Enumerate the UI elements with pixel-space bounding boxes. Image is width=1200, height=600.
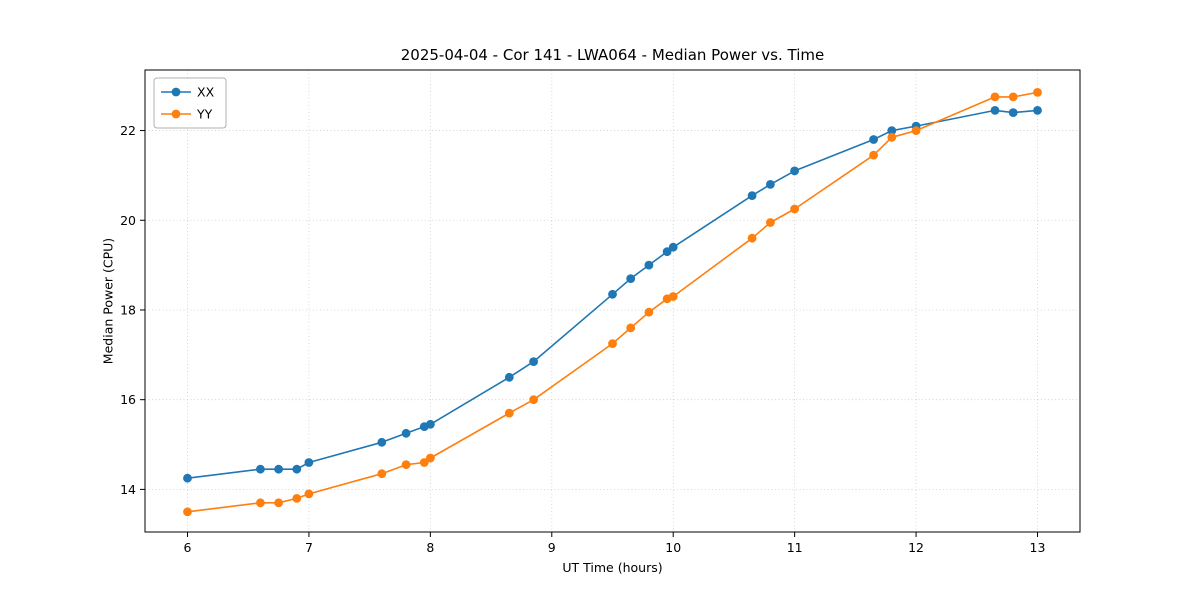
y-tick-label: 18 [120, 302, 136, 317]
axis-ticks: 6 7 8 9 10 11 12 13 14 16 18 20 22 [120, 123, 1045, 555]
series-yy [183, 88, 1042, 517]
legend-marker [171, 87, 181, 97]
legend-label: XX [197, 85, 215, 100]
legend-label: YY [196, 107, 213, 122]
x-tick-label: 9 [548, 540, 556, 555]
legend-item-yy: YY [161, 107, 213, 122]
x-tick-label: 8 [426, 540, 434, 555]
legend: XX YY [153, 77, 227, 129]
y-tick-label: 14 [120, 482, 136, 497]
legend-marker [171, 109, 181, 119]
x-tick-label: 7 [305, 540, 313, 555]
chart-title: 2025-04-04 - Cor 141 - LWA064 - Median P… [400, 46, 825, 64]
y-tick-label: 22 [120, 123, 136, 138]
x-tick-label: 13 [1030, 540, 1046, 555]
grid-lines [145, 70, 1080, 532]
series-xx-markers [183, 106, 1042, 483]
plot-box [144, 69, 1081, 533]
x-tick-label: 6 [184, 540, 192, 555]
x-tick-label: 11 [787, 540, 803, 555]
legend-box [153, 77, 227, 129]
x-tick-label: 12 [908, 540, 924, 555]
y-tick-label: 16 [120, 392, 136, 407]
series-yy-line [186, 91, 1039, 513]
x-axis-label: UT Time (hours) [562, 560, 663, 575]
y-tick-label: 20 [120, 213, 136, 228]
legend-item-xx: XX [161, 85, 215, 100]
x-tick-label: 10 [665, 540, 681, 555]
series-xx [183, 106, 1042, 483]
series-yy-markers [183, 88, 1042, 517]
